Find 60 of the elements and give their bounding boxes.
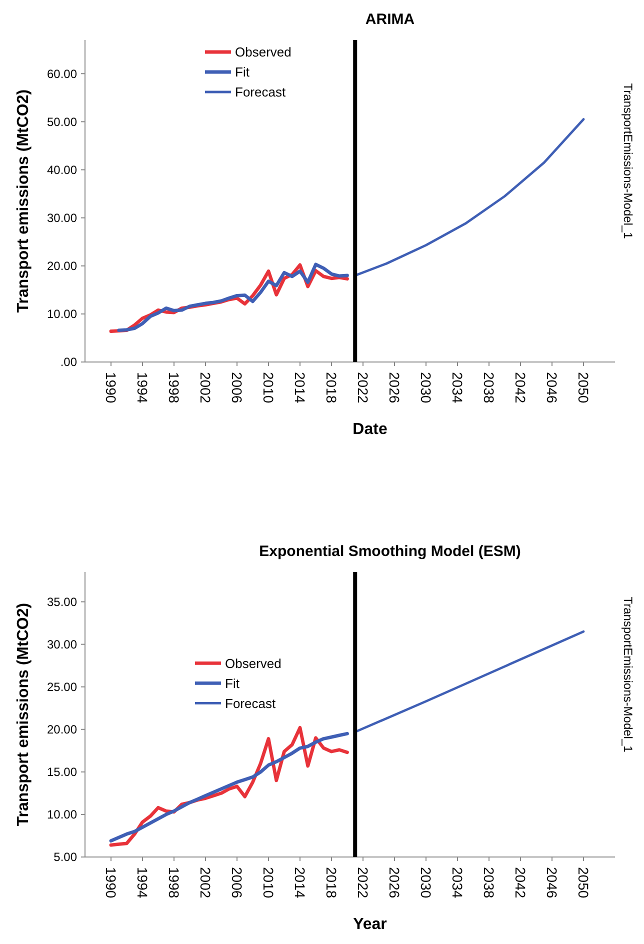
x-tick-label: 2042	[512, 867, 529, 898]
chart-title: Exponential Smoothing Model (ESM)	[259, 543, 521, 560]
x-tick-label: 2030	[418, 867, 434, 898]
y-tick-label: 20.00	[46, 259, 78, 274]
x-tick-label: 2018	[324, 867, 340, 898]
x-tick-label: 2050	[576, 372, 592, 404]
legend-label: Fit	[235, 64, 250, 80]
x-tick-label: 2010	[260, 372, 277, 404]
y-tick-label: 60.00	[46, 66, 78, 81]
legend-label: Observed	[225, 656, 282, 671]
y-tick-label: 50.00	[46, 114, 78, 129]
x-tick-label: 1994	[134, 867, 151, 898]
x-tick-label: 2002	[198, 372, 214, 404]
x-tick-label: 1994	[134, 372, 151, 404]
x-tick-label: 2050	[576, 867, 592, 898]
x-tick-label: 2010	[260, 867, 277, 898]
x-tick-label: 2030	[418, 372, 434, 404]
x-tick-label: 2038	[481, 867, 498, 898]
legend-label: Observed	[235, 44, 292, 60]
legend-label: Forecast	[225, 696, 276, 711]
y-tick-label: 40.00	[46, 162, 78, 177]
x-tick-label: 1990	[103, 372, 120, 404]
y-tick-label: 30.00	[46, 211, 78, 226]
y-tick-label: 15.00	[46, 765, 78, 780]
x-tick-label: 2042	[512, 372, 529, 404]
y-tick-label: .00	[60, 355, 78, 370]
x-tick-label: 2006	[229, 372, 246, 404]
x-tick-label: 2006	[229, 867, 246, 898]
x-tick-label: 2026	[386, 372, 403, 404]
x-tick-label: 2022	[355, 867, 372, 898]
x-tick-label: 2046	[544, 867, 560, 898]
x-axis-title: Date	[352, 421, 388, 438]
text: TransportEmissions-Model_1	[621, 83, 635, 240]
y-tick-label: 30.00	[46, 638, 78, 652]
y-axis-title: Transport emissions (MtCO2)	[15, 602, 32, 826]
x-tick-label: 1998	[166, 867, 182, 898]
y-tick-label: 20.00	[46, 722, 78, 737]
x-tick-label: 2002	[198, 867, 214, 898]
y-tick-label: 25.00	[46, 680, 78, 694]
y-tick-label: 10.00	[46, 808, 78, 822]
x-tick-label: 2034	[450, 372, 466, 404]
y-tick-label: 35.00	[46, 594, 78, 609]
x-axis-title: Year	[353, 916, 387, 933]
chart-title: ARIMA	[365, 11, 415, 28]
x-tick-label: 2034	[450, 867, 466, 898]
y-axis-title: Transport emissions (MtCO2)	[15, 89, 32, 313]
y-tick-label: 5.00	[54, 850, 78, 864]
x-tick-label: 2038	[481, 372, 498, 404]
x-tick-label: 2046	[544, 372, 560, 404]
x-tick-label: 1998	[166, 372, 182, 404]
x-tick-label: 1990	[103, 867, 120, 898]
x-tick-label: 2022	[355, 372, 372, 404]
x-tick-label: 2014	[292, 867, 308, 898]
x-tick-label: 2018	[324, 372, 340, 404]
y-tick-label: 10.00	[46, 307, 78, 322]
legend-label: Forecast	[235, 84, 286, 100]
legend-label: Fit	[225, 676, 240, 691]
text: TransportEmissions-Model_1	[621, 596, 635, 753]
x-tick-label: 2026	[386, 867, 403, 898]
x-tick-label: 2014	[292, 372, 308, 404]
